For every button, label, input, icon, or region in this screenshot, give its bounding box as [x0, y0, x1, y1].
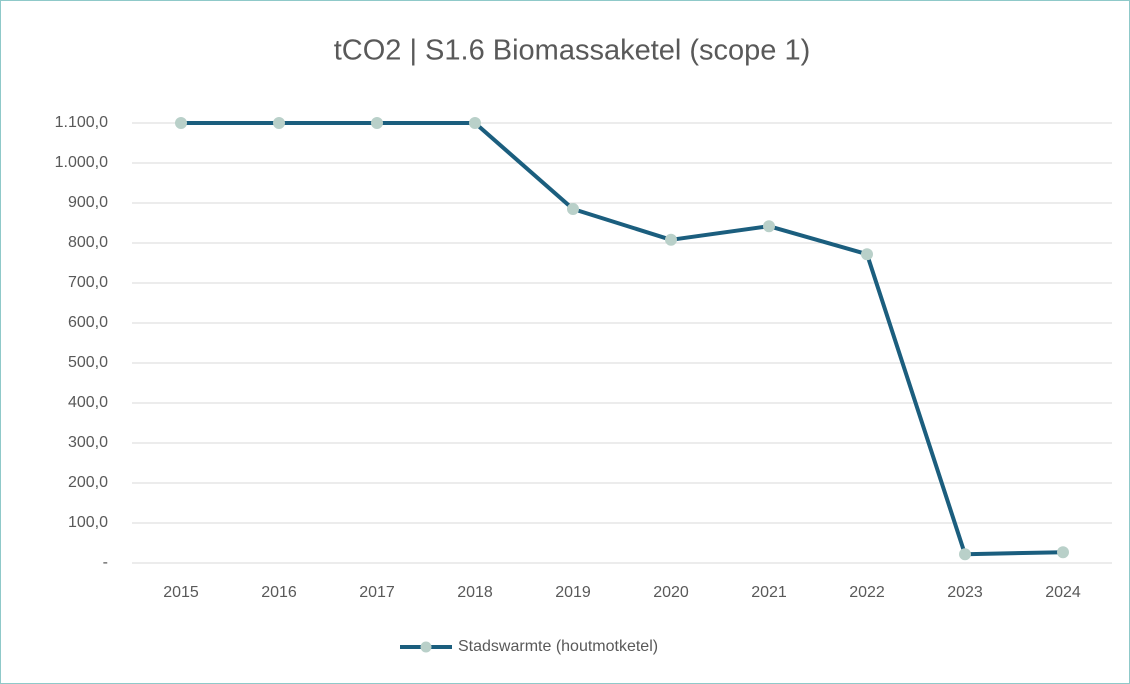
marker [469, 117, 481, 129]
x-tick-label: 2015 [163, 584, 199, 601]
marker [371, 117, 383, 129]
x-tick-label: 2021 [751, 584, 787, 601]
y-tick-label: 300,0 [68, 434, 108, 451]
y-tick-label: 100,0 [68, 514, 108, 531]
y-tick-label: 800,0 [68, 234, 108, 251]
marker [665, 233, 677, 246]
y-tick-label: 700,0 [68, 274, 108, 291]
x-tick-label: 2022 [849, 584, 885, 601]
marker [763, 220, 775, 233]
marker [567, 203, 579, 215]
y-tick-label: 1.000,0 [55, 154, 108, 171]
marker [175, 117, 187, 129]
legend-label: Stadswarmte (houtmotketel) [458, 638, 658, 655]
legend-marker [420, 641, 432, 653]
y-tick-label: 1.100,0 [55, 114, 108, 131]
marker [1057, 546, 1069, 559]
series-line [181, 121, 1064, 557]
x-tick-label: 2016 [261, 584, 297, 601]
x-tick-label: 2024 [1045, 584, 1081, 601]
x-tick-label: 2017 [359, 584, 395, 601]
x-tick-label: 2023 [947, 584, 983, 601]
y-tick-label: 600,0 [68, 314, 108, 331]
x-tick-label: 2018 [457, 584, 493, 601]
marker [861, 248, 873, 261]
x-tick-label: 2020 [653, 584, 689, 601]
y-tick-label: 200,0 [68, 474, 108, 491]
y-tick-label: 900,0 [68, 194, 108, 211]
marker [273, 117, 285, 129]
y-tick-label: 400,0 [68, 394, 108, 411]
x-tick-label: 2019 [555, 584, 591, 601]
marker [959, 548, 971, 561]
chart-title: tCO2 | S1.6 Biomassaketel (scope 1) [334, 35, 811, 67]
y-tick-label: 500,0 [68, 354, 108, 371]
y-tick-label: - [103, 554, 108, 571]
